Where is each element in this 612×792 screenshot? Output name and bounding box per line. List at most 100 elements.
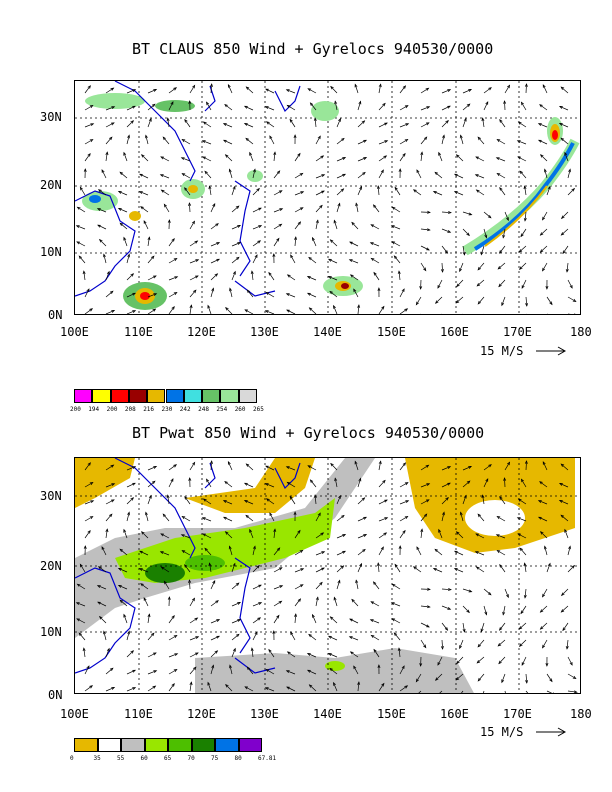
wind-arrow-head (209, 83, 213, 88)
wind-arrow (420, 87, 429, 94)
wind-arrow-head (286, 651, 291, 655)
wind-arrow-head (384, 517, 389, 521)
wind-arrow (499, 187, 506, 196)
wind-arrow-head (79, 186, 83, 191)
colorbar-swatch (220, 389, 239, 403)
wind-arrow (294, 173, 303, 179)
wind-arrow (520, 605, 527, 614)
wind-arrow (206, 102, 212, 111)
wind-arrow (420, 513, 427, 522)
wind-arrow-head (437, 284, 441, 289)
wind-arrow (483, 464, 492, 471)
bottom-lat-label: 20N (40, 559, 62, 573)
wind-arrow (399, 462, 406, 471)
wind-arrow-head (425, 499, 430, 503)
wind-arrow-head (362, 548, 366, 553)
wind-arrow (524, 186, 527, 196)
colorbar-label: 55 (117, 755, 125, 762)
wind-arrow (162, 136, 170, 145)
wind-arrow-head (376, 185, 380, 190)
wind-arrow (355, 203, 359, 213)
wind-arrow-head (249, 528, 253, 533)
wind-arrow-head (341, 514, 345, 519)
wind-arrow-head (105, 528, 109, 533)
wind-arrow (294, 584, 304, 590)
wind-arrow (161, 189, 170, 196)
wind-arrow (517, 140, 527, 145)
wind-arrow (454, 550, 464, 556)
wind-arrow (168, 683, 175, 692)
wind-arrow-head (361, 497, 366, 501)
wind-arrow-head (342, 173, 347, 177)
wind-arrow-head (523, 185, 527, 190)
wind-arrow (189, 462, 195, 471)
wind-arrow (371, 635, 380, 641)
wind-arrow-head (516, 517, 521, 521)
colorbar-swatch (121, 738, 145, 752)
wind-arrow-head (547, 185, 551, 190)
wind-arrow-head (481, 494, 485, 499)
wind-arrow (294, 598, 301, 607)
wind-arrow-head (193, 289, 197, 294)
wind-arrow (434, 549, 443, 556)
wind-arrow-head (354, 83, 358, 88)
wind-arrow-head (518, 266, 523, 270)
wind-arrow-head (498, 627, 503, 631)
wind-arrow-head (127, 630, 131, 635)
wind-arrow-head (222, 123, 227, 126)
wind-arrow (310, 479, 317, 488)
wind-arrow-head (402, 85, 407, 89)
wind-arrow-head (258, 225, 263, 228)
wind-arrow-head (223, 516, 227, 520)
wind-arrow-head (307, 465, 312, 469)
wind-arrow-head (341, 137, 345, 142)
wind-arrow (99, 239, 107, 247)
wind-arrow-head (401, 665, 405, 670)
wind-arrow-head (517, 156, 522, 160)
colorbar-label: 254 (216, 406, 228, 413)
wind-arrow-head (75, 602, 80, 606)
colorbar-swatch (74, 389, 93, 403)
wind-arrow-head (432, 568, 437, 571)
wind-arrow-head (123, 613, 127, 618)
wind-arrow (477, 262, 485, 271)
wind-arrow-head (223, 139, 227, 143)
wind-arrow (504, 588, 509, 598)
wind-arrow-head (306, 669, 311, 673)
wind-arrow-head (264, 687, 269, 691)
wind-arrow-head (317, 135, 321, 140)
wind-arrow-head (174, 653, 179, 657)
wind-arrow-head (506, 461, 511, 466)
wind-arrow-head (562, 250, 566, 255)
wind-arrow (231, 619, 241, 624)
wind-arrow-head (434, 171, 438, 176)
wind-arrow-head (420, 151, 424, 156)
wind-arrow-head (224, 531, 229, 535)
wind-arrow (315, 220, 319, 230)
wind-arrow (475, 174, 485, 179)
wind-arrow-head (404, 308, 409, 312)
wind-arrow-head (427, 587, 431, 591)
wind-arrow (231, 271, 236, 281)
wind-arrow (286, 670, 296, 675)
wind-arrow-head (153, 466, 158, 469)
wind-arrow (189, 240, 198, 247)
wind-arrow (462, 211, 472, 216)
wind-arrow (189, 636, 199, 641)
wind-arrow-head (211, 664, 215, 669)
colorbar-label: 200 (106, 406, 118, 413)
wind-arrow (498, 656, 506, 664)
wind-arrow (462, 228, 470, 236)
wind-arrow (189, 682, 192, 692)
wind-arrow (181, 157, 191, 162)
wind-arrow-head (180, 534, 185, 538)
wind-arrow-head (542, 84, 546, 88)
wind-arrow (252, 207, 262, 213)
wind-arrow-head (132, 669, 137, 673)
wind-arrow (477, 513, 485, 522)
wind-arrow (483, 228, 487, 238)
wind-arrow (378, 532, 387, 539)
wind-arrow-head (503, 100, 507, 104)
wind-arrow-head (201, 517, 206, 521)
wind-arrow (289, 496, 296, 505)
